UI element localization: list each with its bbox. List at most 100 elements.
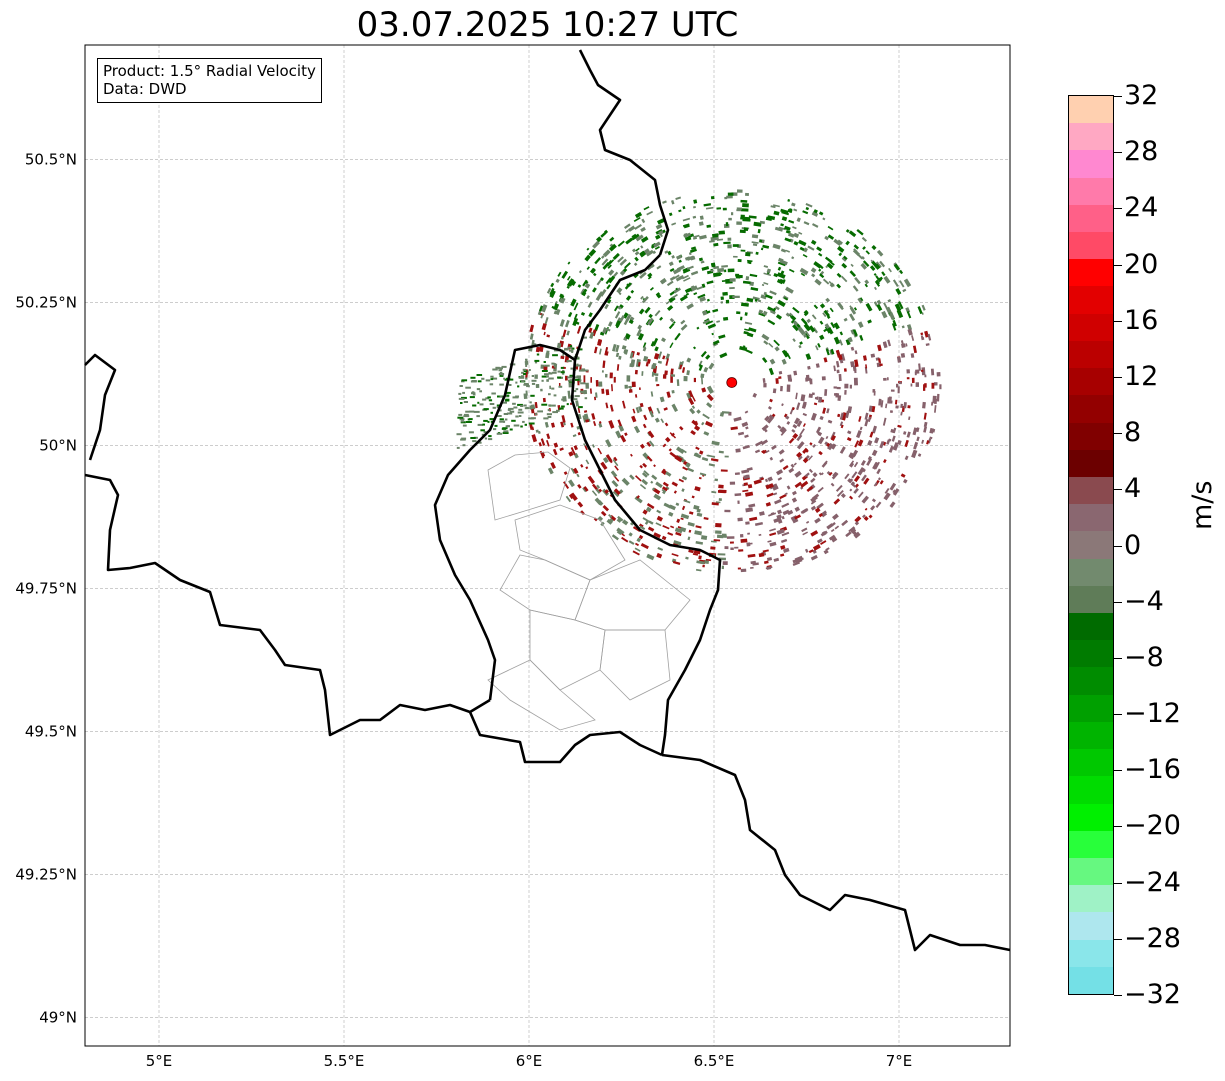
echo-cell <box>733 416 742 422</box>
echo-cell <box>867 319 872 324</box>
echo-cell <box>593 396 597 401</box>
echo-cell <box>547 467 554 475</box>
echo-cell <box>610 470 618 478</box>
echo-cell <box>650 480 654 484</box>
echo-cell <box>544 317 549 325</box>
echo-cell <box>582 415 587 423</box>
echo-cell <box>883 377 887 381</box>
echo-cell <box>853 244 860 250</box>
echo-cell <box>559 297 564 304</box>
echo-cell <box>719 489 727 494</box>
echo-cell <box>903 402 907 409</box>
echo-cell <box>553 442 559 448</box>
echo-cell <box>844 473 850 480</box>
colorbar-segment <box>1069 857 1113 886</box>
echo-cell <box>883 459 887 464</box>
echo-cell <box>898 381 902 385</box>
echo-cell <box>857 297 863 304</box>
echo-cell <box>615 344 620 353</box>
echo-cell <box>718 498 722 501</box>
echo-cell <box>643 355 649 362</box>
echo-cell <box>823 460 828 465</box>
echo-cell <box>724 546 729 550</box>
echo-cell <box>585 466 589 470</box>
echo-cell <box>667 304 674 311</box>
echo-cell <box>668 504 676 511</box>
echo-cell <box>675 196 682 201</box>
echo-cell <box>530 394 535 397</box>
echo-cell <box>890 389 895 392</box>
echo-cell <box>585 382 589 389</box>
echo-cell <box>742 444 750 450</box>
echo-cell <box>634 223 642 230</box>
echo-cell <box>897 386 900 394</box>
echo-cell <box>608 269 615 276</box>
colorbar-tick <box>1114 601 1122 603</box>
echo-cell <box>810 495 818 503</box>
colorbar-segment <box>1069 395 1113 424</box>
echo-cell <box>673 490 677 494</box>
echo-cell <box>634 394 638 398</box>
echo-cell <box>653 241 661 248</box>
echo-cell <box>671 481 678 487</box>
echo-cell <box>501 427 507 430</box>
colorbar-tick-label: −16 <box>1124 754 1181 786</box>
echo-cell <box>587 475 595 484</box>
echo-cell <box>616 287 623 294</box>
echo-cell <box>696 326 700 330</box>
echo-cell <box>465 410 470 413</box>
echo-cell <box>877 477 881 481</box>
echo-cell <box>744 328 750 332</box>
district-boundary <box>529 609 606 691</box>
echo-cell <box>687 521 695 527</box>
echo-cell <box>739 346 748 352</box>
echo-cell <box>745 252 751 257</box>
echo-cell <box>535 383 540 389</box>
echo-cell <box>693 199 698 204</box>
echo-cell <box>544 373 549 376</box>
echo-cell <box>551 371 557 374</box>
colorbar-tick <box>1114 208 1122 210</box>
echo-cell <box>845 229 850 233</box>
echo-cell <box>823 328 828 333</box>
echo-cell <box>559 407 564 410</box>
echo-cell <box>522 420 525 423</box>
echo-cell <box>670 374 673 383</box>
echo-cell <box>608 275 616 284</box>
echo-cell <box>585 281 589 285</box>
echo-cell <box>587 301 593 308</box>
echo-cell <box>762 549 769 553</box>
echo-cell <box>827 234 835 240</box>
echo-cell <box>892 488 900 496</box>
echo-cell <box>800 272 806 277</box>
echo-cell <box>499 383 504 386</box>
echo-cell <box>524 361 529 363</box>
echo-cell <box>634 211 643 219</box>
echo-cell <box>546 433 551 440</box>
echo-cell <box>606 518 613 525</box>
echo-cell <box>689 407 696 415</box>
echo-cell <box>620 270 626 276</box>
echo-cell <box>675 502 680 507</box>
echo-cell <box>832 471 838 477</box>
echo-cell <box>649 319 655 326</box>
echo-cell <box>636 495 640 499</box>
echo-cell <box>538 442 542 447</box>
echo-cell <box>671 293 678 299</box>
echo-cell <box>574 376 579 379</box>
echo-cell <box>531 382 536 385</box>
echo-cell <box>487 420 490 423</box>
echo-cell <box>490 420 494 423</box>
echo-cell <box>543 417 549 420</box>
echo-cell <box>841 262 848 269</box>
echo-cell <box>653 353 660 360</box>
echo-cell <box>717 272 723 276</box>
echo-cell <box>763 272 772 277</box>
echo-cell <box>815 426 822 434</box>
echo-cell <box>859 426 863 431</box>
colorbar-segment <box>1069 422 1113 451</box>
echo-cell <box>867 439 873 446</box>
echo-cell <box>900 473 906 478</box>
echo-cell <box>723 241 731 245</box>
